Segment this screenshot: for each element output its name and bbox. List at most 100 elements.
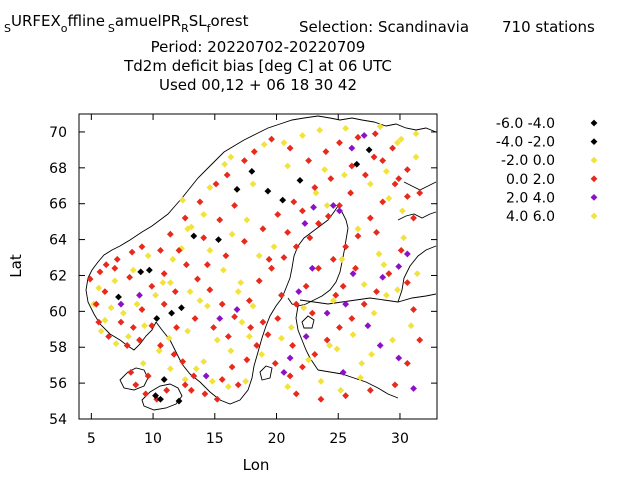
data-point	[153, 395, 161, 403]
data-point	[179, 196, 187, 204]
y-tick-label: 62	[49, 268, 67, 284]
data-point	[280, 139, 288, 147]
data-point	[357, 374, 364, 382]
data-point	[268, 264, 275, 272]
data-point	[323, 336, 331, 344]
chart-title-line1: SURFEXoffline SamuelPRRSLforest	[4, 12, 249, 35]
data-point	[234, 381, 242, 389]
data-point	[382, 168, 390, 175]
data-point	[301, 220, 309, 227]
data-point	[138, 306, 146, 313]
data-point	[287, 324, 295, 331]
chart-title-used: Used 00,12 + 06 18 30 42	[159, 76, 357, 94]
data-point	[142, 390, 150, 398]
data-point	[336, 207, 343, 215]
data-point	[124, 333, 132, 340]
data-point	[292, 390, 300, 398]
data-point	[166, 365, 174, 373]
data-point	[123, 342, 131, 349]
data-point	[371, 130, 379, 138]
data-point	[416, 189, 424, 197]
data-point	[213, 395, 221, 403]
data-point	[111, 277, 119, 285]
data-point	[329, 255, 337, 263]
data-point	[249, 302, 257, 310]
data-point	[227, 153, 235, 161]
data-point	[279, 196, 287, 204]
data-point	[278, 291, 285, 299]
legend-label: 2.0 4.0	[506, 190, 555, 206]
data-point	[186, 288, 194, 296]
data-point	[139, 359, 147, 367]
data-point	[160, 376, 168, 383]
data-point	[241, 237, 248, 245]
data-point	[213, 336, 221, 344]
data-point	[280, 254, 288, 261]
data-point	[305, 356, 313, 364]
data-point	[296, 176, 304, 184]
data-point	[365, 146, 373, 154]
data-point	[354, 232, 362, 240]
data-point	[157, 342, 164, 349]
data-point	[348, 162, 356, 170]
data-point	[382, 291, 390, 299]
data-point	[163, 386, 171, 394]
data-point	[247, 324, 254, 331]
data-point	[127, 368, 135, 376]
data-point	[206, 286, 214, 294]
data-point	[412, 130, 420, 138]
data-point	[400, 234, 408, 242]
data-point	[148, 322, 156, 330]
data-point	[265, 255, 273, 263]
data-point	[284, 229, 292, 236]
data-point	[302, 282, 310, 290]
data-point	[241, 157, 248, 165]
y-tick-label: 68	[49, 161, 67, 177]
data-point	[395, 175, 403, 182]
data-point	[175, 397, 183, 405]
data-point	[237, 279, 245, 287]
data-point	[155, 347, 163, 355]
data-point	[348, 315, 356, 322]
data-point	[245, 333, 253, 340]
data-point	[305, 157, 313, 165]
data-point	[144, 252, 152, 260]
axes: 5 10 15 20 25 30 54 56 58 60 62 64 66 68 70	[49, 114, 437, 447]
data-point	[299, 132, 306, 139]
data-point	[286, 372, 294, 380]
legend-marker	[590, 175, 598, 183]
data-point	[242, 377, 250, 385]
data-point	[200, 234, 208, 242]
data-point	[268, 135, 275, 143]
legend-label: 0.0 2.0	[506, 172, 555, 188]
data-point	[370, 153, 378, 161]
data-point	[379, 273, 387, 281]
data-point	[190, 372, 198, 380]
data-point	[223, 171, 231, 179]
data-point	[270, 243, 278, 251]
data-point	[394, 139, 401, 147]
data-point	[97, 327, 105, 335]
data-point	[136, 291, 143, 299]
data-point	[95, 284, 103, 292]
data-point	[160, 300, 168, 308]
legend-marker	[590, 119, 598, 127]
data-point	[312, 189, 320, 197]
data-point	[101, 288, 109, 296]
data-point	[120, 309, 127, 317]
data-point	[101, 316, 109, 324]
y-axis-label: Lat	[7, 254, 25, 278]
data-point	[321, 166, 329, 174]
legend-marker	[590, 156, 598, 164]
x-tick-label: 15	[206, 431, 224, 447]
data-point	[336, 202, 343, 209]
data-point	[228, 230, 236, 238]
data-point	[153, 315, 161, 322]
data-point	[136, 336, 143, 344]
data-point	[353, 160, 361, 168]
data-point	[215, 236, 222, 243]
data-point	[323, 202, 331, 209]
chart-title-stations: 710 stations	[502, 18, 595, 36]
data-point	[332, 291, 340, 299]
